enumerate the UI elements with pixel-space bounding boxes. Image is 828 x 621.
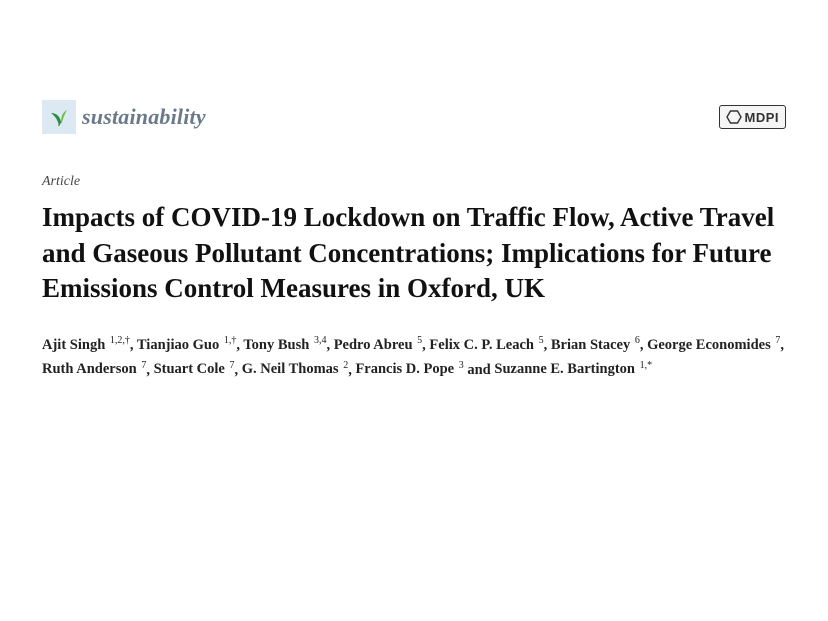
article-title: Impacts of COVID-19 Lockdown on Traffic … [42,200,786,307]
author-affiliation: 5 [417,335,422,346]
publisher-label: MDPI [745,110,780,125]
author-affiliation: 7 [229,360,234,371]
author-affiliation: 7 [775,335,780,346]
article-type-label: Article [42,174,786,190]
author: Pedro Abreu 5 [334,337,422,353]
author: Stuart Cole 7 [154,361,235,377]
author-affiliation: 2 [343,360,348,371]
author-affiliation: 7 [141,360,146,371]
leaf-icon [42,100,76,134]
author-affiliation: 3,4 [314,335,327,346]
author: George Economides 7 [647,337,780,353]
header-row: sustainability MDPI [42,100,786,134]
author: Suzanne E. Bartington 1,* [494,361,652,377]
author-affiliation: 6 [635,335,640,346]
journal-name: sustainability [82,104,206,130]
author: Francis D. Pope 3 [355,361,463,377]
author: G. Neil Thomas 2 [242,361,348,377]
author: Tianjiao Guo 1,† [137,337,236,353]
publisher-badge: MDPI [719,105,787,129]
author-affiliation: 3 [459,360,464,371]
author: Tony Bush 3,4 [243,337,326,353]
hexagon-icon [726,109,742,125]
author-list: Ajit Singh 1,2,†, Tianjiao Guo 1,†, Tony… [42,333,786,383]
author: Felix C. P. Leach 5 [429,337,543,353]
author-affiliation: 1,2,† [110,335,130,346]
author-affiliation: 5 [539,335,544,346]
author: Ajit Singh 1,2,† [42,337,130,353]
author-affiliation: 1,* [640,360,653,371]
author-affiliation: 1,† [224,335,237,346]
author: Ruth Anderson 7 [42,361,146,377]
journal-brand: sustainability [42,100,206,134]
author: Brian Stacey 6 [551,337,640,353]
